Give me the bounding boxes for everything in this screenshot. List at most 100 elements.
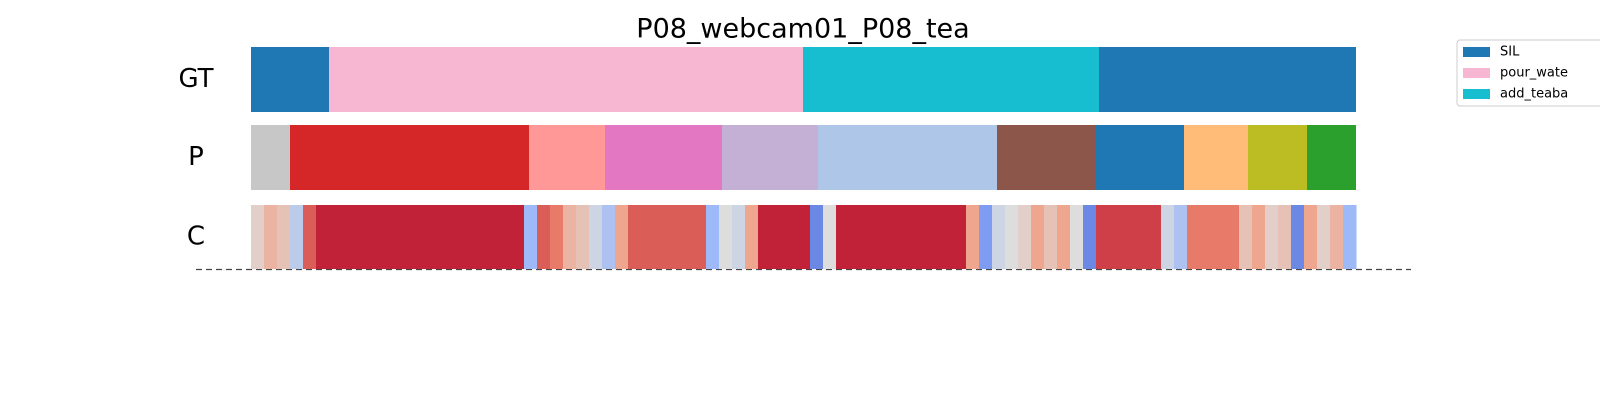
confidence-cell — [693, 205, 707, 269]
confidence-cell — [1057, 205, 1071, 269]
segment — [722, 125, 818, 190]
confidence-cell — [1265, 205, 1279, 269]
confidence-cell — [719, 205, 733, 269]
confidence-cell — [615, 205, 629, 269]
legend-box — [1456, 39, 1600, 107]
legend-label: add_teaba — [1500, 87, 1568, 102]
confidence-cell — [485, 205, 499, 269]
confidence-cell — [407, 205, 421, 269]
confidence-cell — [901, 205, 915, 269]
confidence-cell — [1031, 205, 1045, 269]
confidence-cell — [433, 205, 447, 269]
segment — [997, 125, 1096, 190]
confidence-cell — [836, 205, 850, 269]
confidence-cell — [745, 205, 759, 269]
confidence-cell — [940, 205, 954, 269]
confidence-cell — [641, 205, 655, 269]
confidence-cell — [628, 205, 642, 269]
confidence-cell — [602, 205, 616, 269]
confidence-cell — [966, 205, 980, 269]
confidence-cell — [420, 205, 434, 269]
segment — [1248, 125, 1307, 190]
confidence-cell — [1109, 205, 1123, 269]
confidence-cell — [1044, 205, 1058, 269]
confidence-cell — [1148, 205, 1162, 269]
confidence-cell — [1252, 205, 1266, 269]
confidence-cell — [524, 205, 538, 269]
confidence-cell — [381, 205, 395, 269]
confidence-cell — [1278, 205, 1292, 269]
confidence-cell — [290, 205, 304, 269]
confidence-cell — [498, 205, 512, 269]
confidence-cell — [550, 205, 564, 269]
confidence-cell — [654, 205, 668, 269]
segment — [290, 125, 529, 190]
confidence-cell — [1122, 205, 1136, 269]
segment — [529, 125, 605, 190]
segment — [251, 47, 329, 112]
row-label: C — [187, 222, 205, 252]
segment — [329, 47, 803, 112]
confidence-cell — [563, 205, 577, 269]
chart-title: P08_webcam01_P08_tea — [636, 14, 969, 45]
confidence-cell — [667, 205, 681, 269]
confidence-cell — [849, 205, 863, 269]
confidence-cell — [758, 205, 772, 269]
legend-swatch — [1463, 68, 1490, 78]
confidence-cell — [1161, 205, 1175, 269]
confidence-cell — [1174, 205, 1188, 269]
segment — [605, 125, 722, 190]
confidence-cell — [576, 205, 590, 269]
segment — [251, 125, 290, 190]
segment — [818, 125, 997, 190]
confidence-cell — [277, 205, 291, 269]
confidence-cell — [771, 205, 785, 269]
row-label: P — [188, 142, 204, 172]
confidence-cell — [732, 205, 746, 269]
legend-swatch — [1463, 89, 1490, 99]
confidence-cell — [680, 205, 694, 269]
confidence-cell — [342, 205, 356, 269]
confidence-cell — [251, 205, 265, 269]
row-label: GT — [178, 64, 213, 94]
confidence-cell — [810, 205, 824, 269]
confidence-cell — [1330, 205, 1344, 269]
confidence-cell — [823, 205, 837, 269]
confidence-cell — [459, 205, 473, 269]
confidence-cell — [953, 205, 967, 269]
confidence-cell — [1070, 205, 1084, 269]
segment — [803, 47, 1099, 112]
confidence-cell — [1096, 205, 1110, 269]
confidence-cell — [992, 205, 1006, 269]
confidence-cell — [446, 205, 460, 269]
segment — [1184, 125, 1248, 190]
confidence-cell — [511, 205, 525, 269]
confidence-cell — [394, 205, 408, 269]
segment — [1099, 47, 1356, 112]
confidence-cell — [355, 205, 369, 269]
confidence-cell — [875, 205, 889, 269]
confidence-cell — [264, 205, 278, 269]
confidence-cell — [316, 205, 330, 269]
confidence-cell — [1343, 205, 1357, 269]
confidence-cell — [784, 205, 798, 269]
confidence-cell — [862, 205, 876, 269]
confidence-cell — [537, 205, 551, 269]
confidence-cell — [368, 205, 382, 269]
legend-swatch — [1463, 47, 1490, 57]
confidence-cell — [1005, 205, 1019, 269]
confidence-cell — [1187, 205, 1201, 269]
confidence-cell — [1317, 205, 1331, 269]
confidence-cell — [888, 205, 902, 269]
legend-label: SIL — [1500, 45, 1520, 60]
confidence-cell — [329, 205, 343, 269]
confidence-cell — [1226, 205, 1240, 269]
confidence-cell — [1200, 205, 1214, 269]
confidence-cell — [1018, 205, 1032, 269]
confidence-cell — [797, 205, 811, 269]
confidence-cell — [979, 205, 993, 269]
segment — [1096, 125, 1184, 190]
confidence-cell — [1135, 205, 1149, 269]
legend-label: pour_wate — [1500, 66, 1568, 81]
